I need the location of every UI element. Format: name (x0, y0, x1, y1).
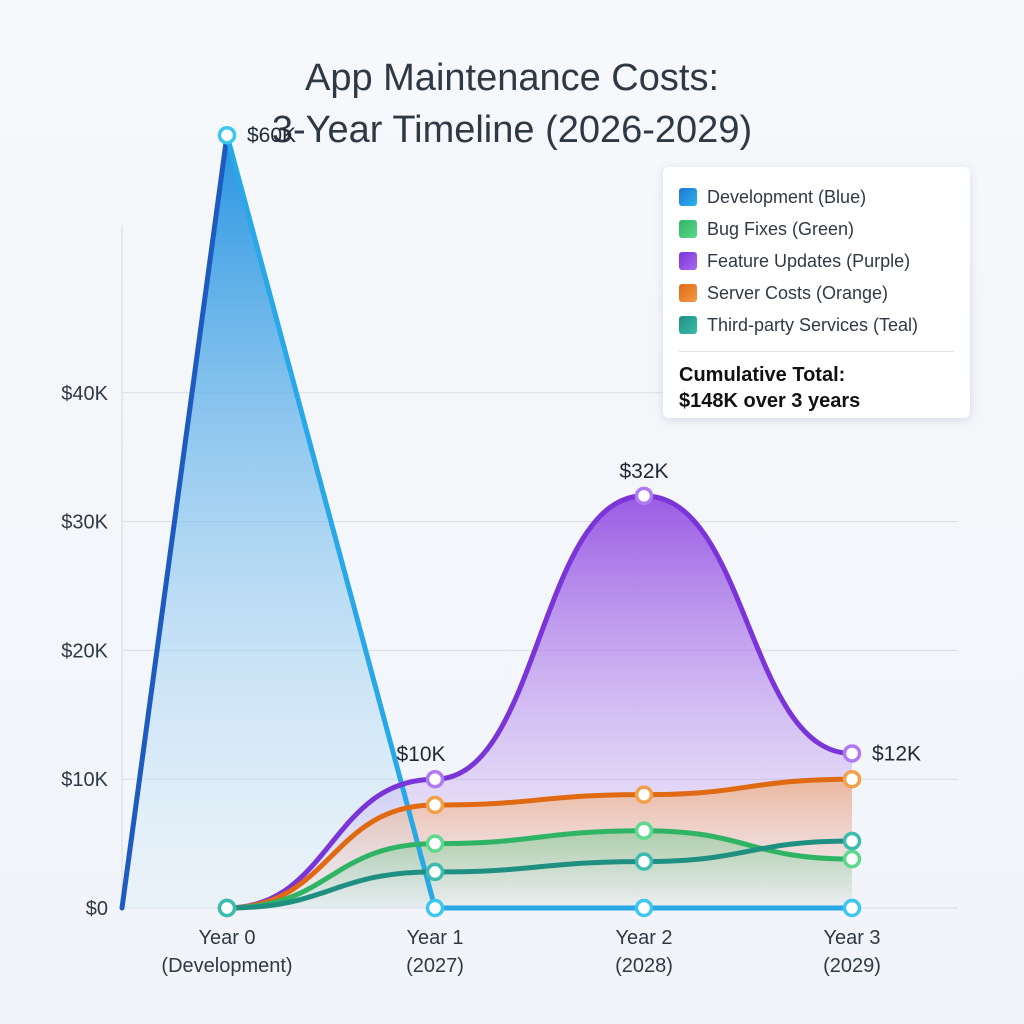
legend-item-bug-fixes: Bug Fixes (Green) (679, 213, 954, 245)
chart-title-line-2: 3-Year Timeline (2026-2029) (271, 109, 753, 151)
point-feature-updates (425, 769, 445, 789)
x-tick-label: Year 1 (406, 927, 463, 949)
legend-label-feature-updates: Feature Updates (Purple) (707, 250, 911, 271)
data-label: $32K (619, 460, 668, 483)
y-tick-label: $40K (61, 383, 108, 405)
data-points (217, 125, 862, 918)
point-third-party-services (425, 862, 445, 882)
axis-and-data-labels: $0 $10K $20K $30K $40K Year 0 (Development) Yea… (61, 124, 921, 977)
legend-swatch-bug-fixes (679, 220, 697, 238)
point-development (842, 898, 862, 918)
cumulative-total-line-1: Cumulative Total: (679, 364, 846, 386)
series-areas (122, 135, 852, 908)
chart-title-line-1: App Maintenance Costs: (304, 57, 719, 99)
area-bug-fixes (227, 830, 852, 908)
x-tick-label: (2028) (615, 955, 673, 977)
x-tick-label: Year 3 (823, 927, 880, 949)
x-tick-label: Year 0 (198, 927, 255, 949)
legend-item-development: Development (Blue) (679, 181, 954, 213)
x-tick-label: Year 2 (615, 927, 672, 949)
legend-item-server-costs: Server Costs (Orange) (679, 277, 954, 309)
area-development (122, 135, 435, 908)
series-lines (119, 132, 855, 911)
chart-title: App Maintenance Costs: 3-Year Timeline (… (0, 52, 1024, 156)
x-tick-label: (Development) (161, 955, 292, 977)
point-feature-updates (842, 744, 862, 763)
point-bug-fixes (634, 821, 654, 840)
line-bug-fixes (224, 828, 855, 911)
legend-swatch-third-party-services (679, 316, 697, 334)
data-label: $10K (396, 743, 445, 766)
line-feature-updates (224, 493, 855, 911)
y-tick-label: $0 (86, 898, 108, 920)
point-development (217, 125, 237, 145)
cumulative-total-note: Cumulative Total: $148K over 3 years (679, 362, 954, 414)
point-bug-fixes (842, 849, 862, 869)
line-development-rise (119, 132, 230, 911)
legend-item-feature-updates: Feature Updates (Purple) (679, 245, 954, 277)
data-label: $12K (872, 742, 921, 765)
legend-label-bug-fixes: Bug Fixes (Green) (707, 218, 855, 239)
line-server-costs (224, 776, 855, 911)
y-tick-label: $30K (61, 512, 108, 534)
legend-swatch-server-costs (679, 284, 697, 302)
x-tick-label: (2029) (823, 955, 881, 977)
legend-swatch-feature-updates (679, 252, 697, 270)
legend-label-server-costs: Server Costs (Orange) (707, 282, 889, 303)
legend-label-development: Development (Blue) (707, 186, 867, 207)
y-tick-label: $10K (61, 769, 108, 791)
point-development (425, 898, 445, 918)
point-third-party-services (842, 831, 862, 851)
point-feature-updates (634, 486, 654, 506)
data-label: $60K (247, 124, 296, 147)
point-third-party-services (217, 898, 237, 918)
point-server-costs (425, 795, 445, 815)
legend-label-third-party-services: Third-party Services (Teal) (707, 314, 919, 335)
legend-item-third-party-services: Third-party Services (Teal) (679, 309, 954, 341)
cumulative-total-line-2: $148K over 3 years (679, 390, 861, 412)
point-development (634, 898, 654, 918)
legend-divider (679, 351, 954, 352)
y-tick-label: $20K (61, 640, 108, 662)
legend: Development (Blue) Bug Fixes (Green) Fea… (663, 167, 970, 418)
point-server-costs (842, 769, 862, 789)
x-tick-label: (2027) (406, 955, 464, 977)
point-bug-fixes (425, 834, 445, 853)
line-third-party-services (224, 838, 855, 911)
legend-swatch-development (679, 188, 697, 206)
point-server-costs (634, 785, 654, 804)
point-third-party-services (634, 852, 654, 871)
